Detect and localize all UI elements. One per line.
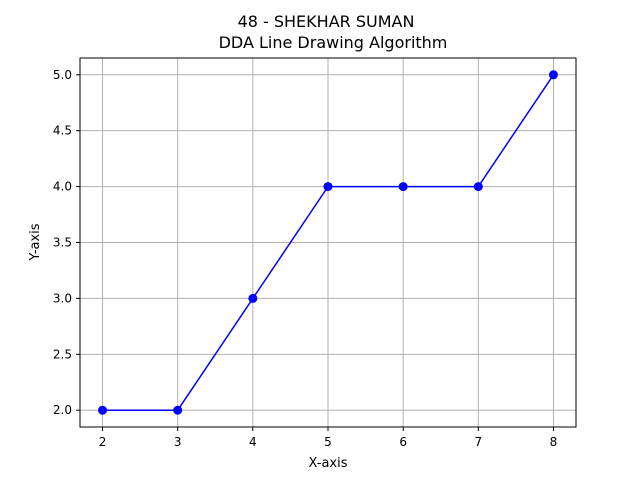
- data-point: [98, 405, 108, 415]
- data-point: [248, 293, 258, 303]
- x-tick-label: 2: [99, 435, 107, 449]
- data-point: [548, 70, 558, 80]
- data-point: [173, 405, 183, 415]
- y-tick-label: 4.0: [53, 180, 72, 194]
- data-point: [398, 182, 408, 192]
- chart-title-line-1: 48 - SHEKHAR SUMAN: [238, 12, 415, 31]
- chart-title-line-2: DDA Line Drawing Algorithm: [219, 33, 448, 52]
- data-point: [473, 182, 483, 192]
- x-axis-label: X-axis: [309, 456, 348, 471]
- ticks: 2 3 4 5 6 7 8 2.0 2.5 3.0 3.5 4.0 4.5 5.0: [53, 68, 557, 449]
- x-tick-label: 5: [324, 435, 332, 449]
- x-tick-label: 7: [474, 435, 482, 449]
- y-tick-label: 2.0: [53, 403, 72, 417]
- y-tick-label: 4.5: [53, 124, 72, 138]
- data-point: [323, 182, 333, 192]
- y-tick-label: 5.0: [53, 68, 72, 82]
- y-tick-label: 3.0: [53, 291, 72, 305]
- x-tick-label: 8: [550, 435, 558, 449]
- x-tick-label: 4: [249, 435, 257, 449]
- y-axis-label: Y-axis: [28, 223, 43, 261]
- series-layer: [98, 70, 558, 415]
- y-tick-label: 2.5: [53, 347, 72, 361]
- grid: [80, 58, 576, 427]
- x-tick-label: 6: [399, 435, 407, 449]
- y-tick-label: 3.5: [53, 236, 72, 250]
- x-tick-label: 3: [174, 435, 182, 449]
